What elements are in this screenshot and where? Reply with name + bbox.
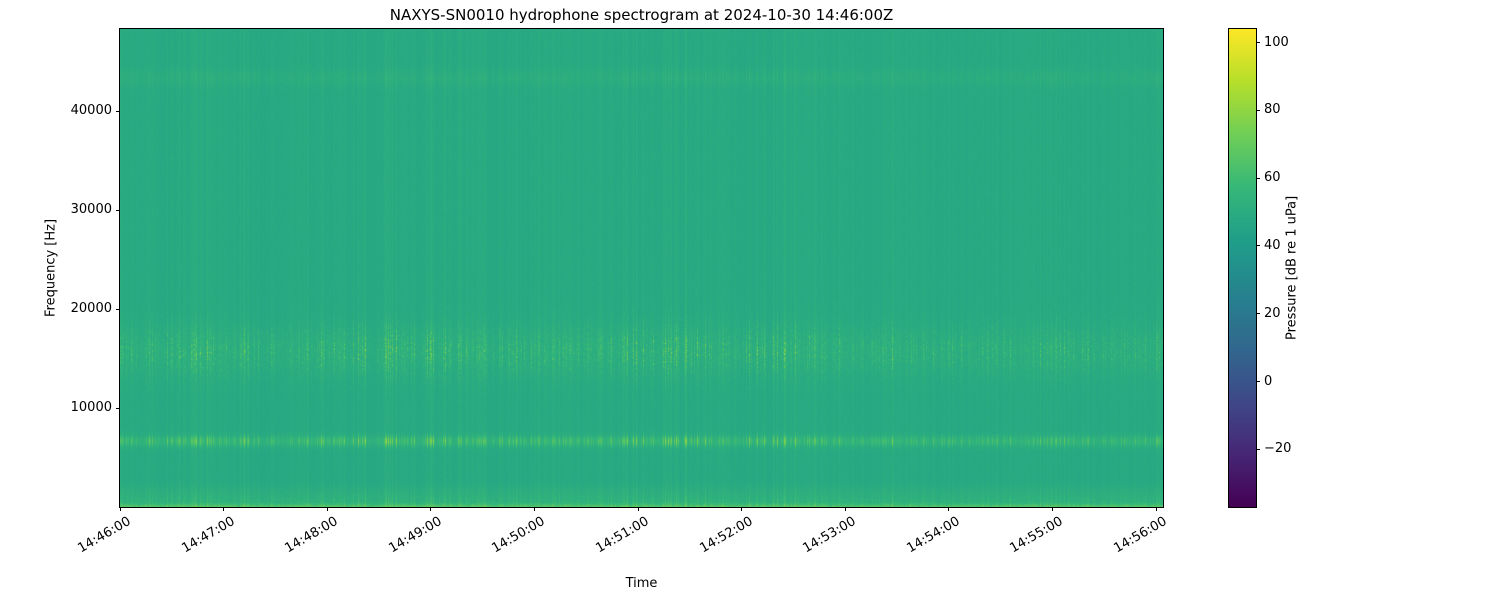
colorbar <box>1228 28 1257 508</box>
colorbar-tick-label: 0 <box>1264 373 1273 389</box>
y-tick-mark <box>116 110 120 112</box>
y-tick-mark <box>116 209 120 211</box>
colorbar-tick-mark <box>1256 109 1260 111</box>
x-tick-label: 14:54:00 <box>904 514 963 557</box>
y-tick-mark <box>116 308 120 310</box>
plot-area <box>119 28 1164 508</box>
colorbar-tick-label: 60 <box>1264 170 1281 186</box>
colorbar-tick-mark <box>1256 245 1260 247</box>
colorbar-tick-label: 20 <box>1264 305 1281 321</box>
colorbar-tick-mark <box>1256 381 1260 383</box>
chart-title: NAXYS-SN0010 hydrophone spectrogram at 2… <box>389 6 894 24</box>
x-tick-label: 14:53:00 <box>800 514 859 557</box>
x-tick-label: 14:47:00 <box>179 514 238 557</box>
x-tick-mark <box>741 507 743 511</box>
x-tick-label: 14:56:00 <box>1111 514 1170 557</box>
colorbar-tick-label: 40 <box>1264 237 1281 253</box>
colorbar-tick-mark <box>1256 42 1260 44</box>
x-tick-label: 14:46:00 <box>75 514 134 557</box>
x-tick-label: 14:52:00 <box>697 514 756 557</box>
y-tick-mark <box>116 407 120 409</box>
x-tick-label: 14:48:00 <box>282 514 341 557</box>
colorbar-tick-label: 100 <box>1264 34 1289 50</box>
x-tick-label: 14:55:00 <box>1007 514 1066 557</box>
y-tick-label: 10000 <box>70 400 112 416</box>
x-tick-mark <box>533 507 535 511</box>
x-tick-label: 14:49:00 <box>386 514 445 557</box>
x-tick-mark <box>844 507 846 511</box>
x-tick-mark <box>948 507 950 511</box>
spectrogram-image <box>120 29 1163 507</box>
colorbar-gradient <box>1229 29 1256 507</box>
x-tick-mark <box>326 507 328 511</box>
x-tick-label: 14:50:00 <box>489 514 548 557</box>
colorbar-tick-mark <box>1256 177 1260 179</box>
y-tick-label: 20000 <box>70 301 112 317</box>
colorbar-label: Pressure [dB re 1 uPa] <box>1284 195 1300 341</box>
x-tick-mark <box>1051 507 1053 511</box>
x-tick-label: 14:51:00 <box>593 514 652 557</box>
x-tick-mark <box>637 507 639 511</box>
x-tick-mark <box>430 507 432 511</box>
colorbar-tick-label: −20 <box>1264 441 1292 457</box>
colorbar-tick-mark <box>1256 313 1260 315</box>
y-tick-label: 40000 <box>70 103 112 119</box>
x-tick-mark <box>223 507 225 511</box>
colorbar-tick-label: 80 <box>1264 102 1281 118</box>
x-tick-mark <box>1155 507 1157 511</box>
y-axis-label: Frequency [Hz] <box>43 218 59 318</box>
colorbar-tick-mark <box>1256 448 1260 450</box>
x-axis-label: Time <box>625 576 658 591</box>
x-tick-mark <box>119 507 121 511</box>
y-tick-label: 30000 <box>70 202 112 218</box>
